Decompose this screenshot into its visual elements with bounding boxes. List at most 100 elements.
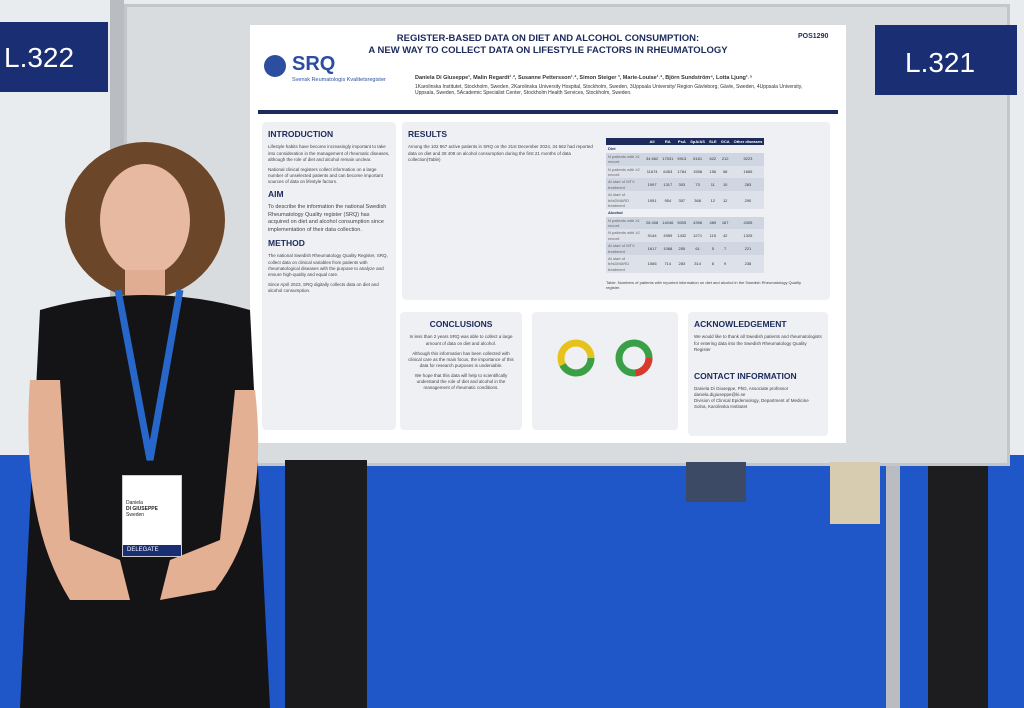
authors: Daniela Di Giuseppe¹, Malin Regardt¹˒², …: [415, 75, 753, 81]
cell: 1951: [647, 197, 657, 203]
cell: 14046: [662, 220, 674, 226]
cell: 303: [678, 182, 686, 188]
cell: 58: [722, 169, 728, 175]
text: Lifestyle habits have become increasingl…: [268, 144, 390, 162]
group-name: Diet: [608, 146, 616, 152]
post: [886, 466, 900, 708]
row: At start of b/tsDMARD treatment 1566 714 28…: [606, 255, 765, 274]
cell: 8: [711, 261, 714, 267]
column-header: RA: [660, 138, 676, 146]
cell: 1325: [743, 233, 753, 239]
badge: Daniela DI GIUSEPPE Sweden DELEGATE: [122, 475, 182, 557]
text: To describe the information the national…: [268, 204, 387, 233]
cell: 4305: [743, 220, 753, 226]
row-label: N patients with ≥2 record: [608, 230, 640, 241]
cell: 368: [694, 197, 701, 203]
cell: 5161: [693, 156, 703, 162]
cell: 5913: [677, 156, 687, 162]
text: In less than 2 years SRQ was able to col…: [409, 334, 513, 346]
donut-segment: [615, 339, 653, 377]
arm: [160, 390, 259, 600]
title-line: REGISTER-BASED DATA ON DIET AND ALCOHOL …: [396, 33, 700, 44]
cell: 357: [678, 197, 686, 203]
row: At start of b/tsDMARD treatment 1951 954 35…: [606, 191, 765, 210]
poster-title: REGISTER-BASED DATA ON DIET AND ALCOHOL …: [250, 33, 846, 58]
text: We hope that this data will help to scie…: [414, 372, 508, 390]
sign-left: L.322: [0, 22, 108, 92]
heading: METHOD: [268, 238, 305, 248]
cell: 12: [722, 197, 728, 203]
cell: 622: [709, 156, 717, 162]
logo-sub: Svensk Reumatologis Kvalitetsregister: [292, 77, 386, 83]
heading: CONTACT INFORMATION: [694, 370, 797, 381]
person-legs: [686, 462, 746, 502]
cell: 28 408: [646, 220, 659, 226]
cell: 7: [724, 245, 727, 251]
cell: 1665: [743, 169, 753, 175]
title-line: A NEW WAY TO COLLECT DATA ON LIFESTYLE F…: [368, 45, 728, 57]
poster-code: POS1290: [798, 33, 829, 40]
text: Since April 2023, SRQ digitally collects…: [268, 281, 379, 293]
row-label: At start of MTX treatment: [608, 179, 635, 190]
row-label: At start of b/tsDMARD treatment: [608, 256, 630, 272]
cell: 10: [722, 182, 728, 188]
heading: INTRODUCTION: [268, 129, 334, 139]
cell: 156: [709, 169, 717, 175]
cell: 1558: [693, 169, 703, 175]
text: We would like to thank all Swedish patie…: [694, 334, 822, 352]
cell: 5: [711, 245, 714, 251]
cell: 255: [678, 245, 686, 251]
cell: 283: [744, 182, 752, 188]
row-label: N patients with ≥1 record: [608, 153, 640, 165]
cell: 1068: [663, 245, 673, 251]
table-box: All RA PsA SpA/AS SLE GCA Other diseases Diet N …: [606, 138, 765, 274]
cell: 1317: [663, 182, 673, 188]
left-column: INTRODUCTION Lifestyle habits have becom…: [262, 122, 396, 430]
group-row: Diet: [606, 145, 764, 152]
heading: AIM: [268, 188, 284, 199]
text: Although this information has been colle…: [408, 350, 514, 368]
cell: 1566: [647, 261, 657, 267]
cell: 4959: [663, 233, 673, 239]
row: N patients with ≥1 record 34 662 17531 5913…: [606, 152, 765, 166]
cell: 17531: [662, 156, 674, 162]
cell: 34 662: [646, 156, 659, 162]
cell: 115: [709, 233, 717, 239]
row: At start of MTX treatment 1617 1068 255 61 5 7…: [606, 242, 765, 256]
cell: 11: [710, 182, 715, 188]
group-name: Alcohol: [608, 210, 623, 216]
row: N patients with ≥2 record 11674 6453 1784 15…: [606, 165, 765, 179]
cell: 221: [744, 245, 752, 251]
row: N patients with ≥2 record 9144 4959 1432 127…: [606, 229, 765, 243]
badge-last: DI GIUSEPPE: [126, 506, 158, 512]
column-header: GCA: [718, 138, 732, 146]
row: At start of MTX treatment 1997 1317 303 73 11…: [606, 178, 765, 192]
person-legs: [285, 460, 367, 708]
person: [20, 142, 270, 708]
cell: 314: [694, 261, 701, 267]
cell: 954: [664, 197, 672, 203]
face: [100, 164, 190, 276]
arm: [28, 380, 130, 600]
column-header: SpA/AS: [688, 138, 707, 146]
cell: 11674: [646, 169, 658, 175]
donuts: [557, 339, 653, 377]
cell: 6453: [663, 169, 673, 175]
cell: 9144: [647, 233, 657, 239]
cell: 238: [744, 261, 752, 267]
heading: ACKNOWLEDGEMENT: [694, 319, 787, 329]
donut-segment: [557, 339, 595, 377]
row-label: At start of b/tsDMARD treatment: [608, 192, 630, 208]
row-label: N patients with ≥2 record: [608, 166, 640, 177]
cell: 1784: [677, 169, 687, 175]
cell: 73: [695, 182, 700, 188]
column-header: All: [644, 138, 661, 146]
column-header: Other diseases: [731, 138, 765, 146]
row-label: N patients with ≥1 record: [608, 217, 640, 229]
badge-role: DELEGATE: [123, 545, 181, 556]
text: Among the 102 867 active patients in SRQ…: [408, 144, 593, 162]
group-row: Alcohol: [606, 209, 764, 216]
figure: [532, 312, 678, 430]
cell: 5223: [743, 156, 753, 162]
divider: [258, 110, 838, 114]
